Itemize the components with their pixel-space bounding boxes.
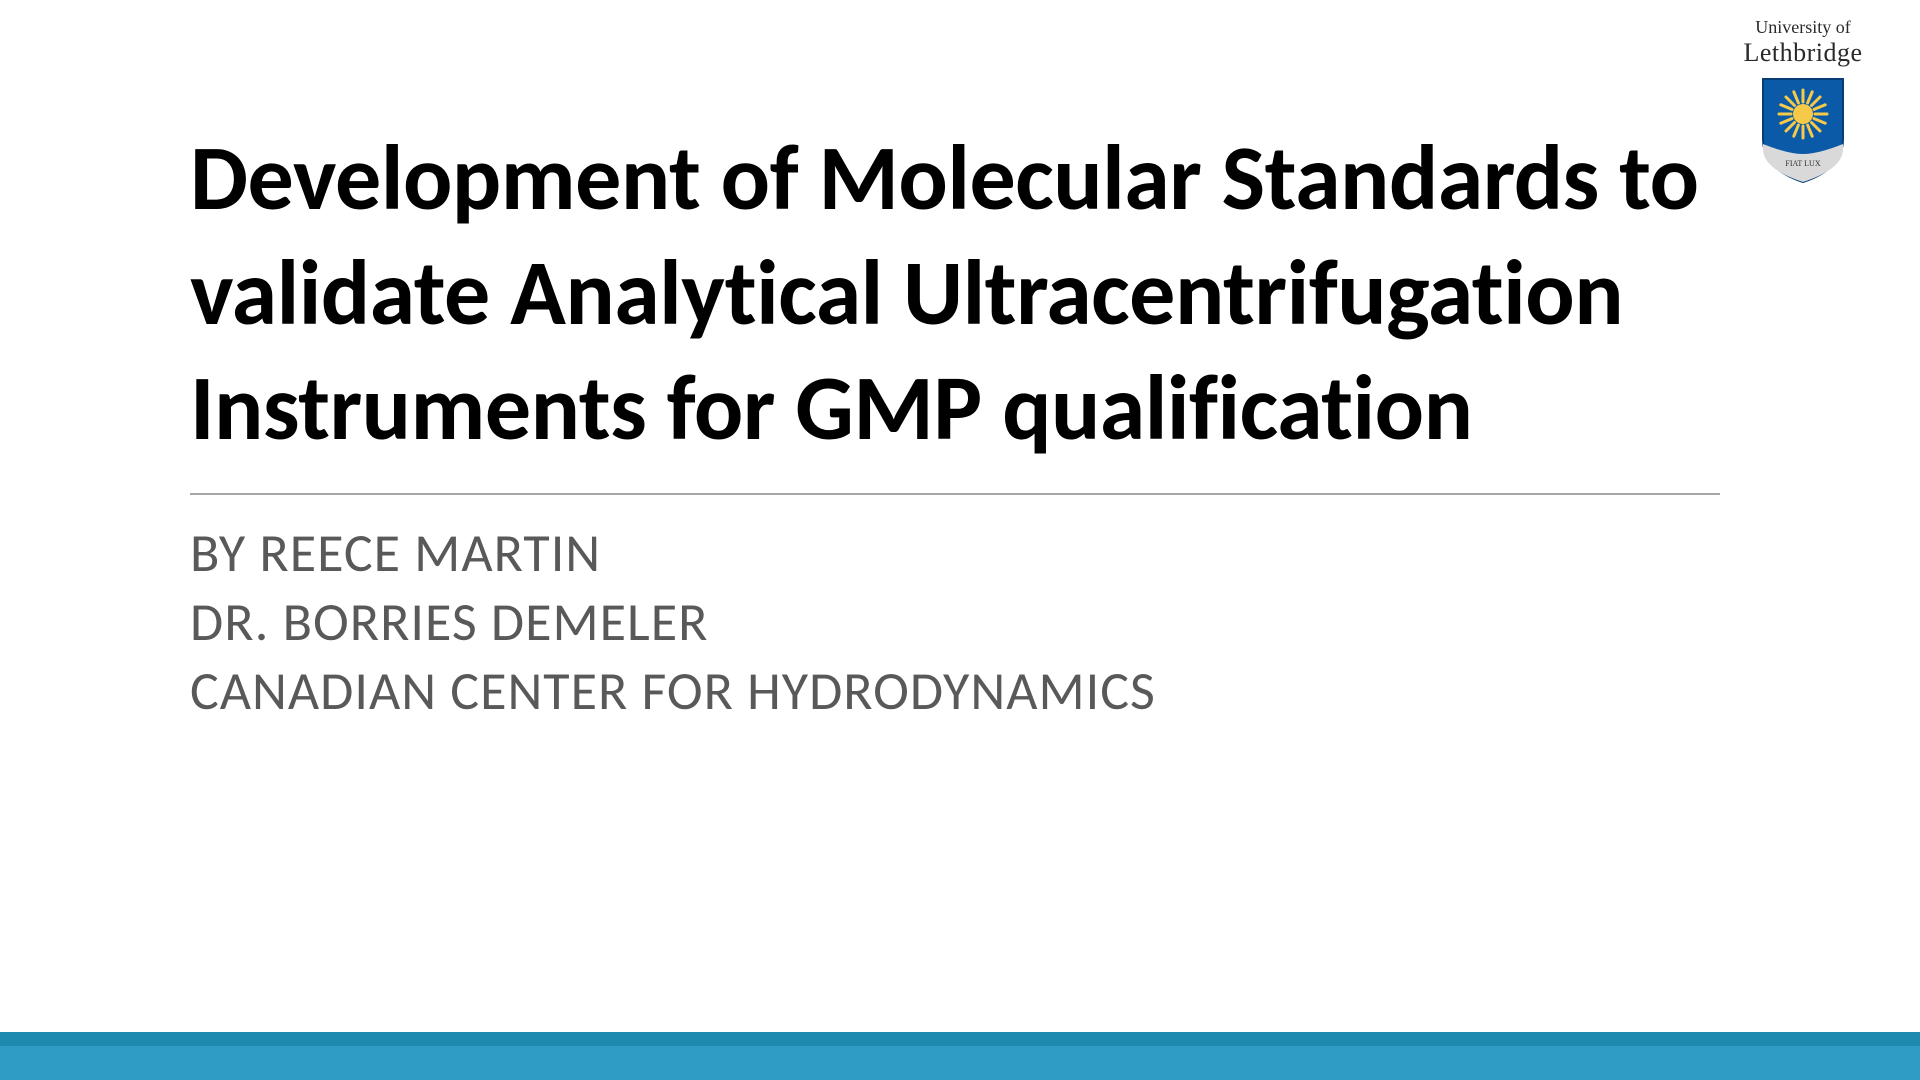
slide-title: Development of Molecular Standards to va…	[190, 120, 1720, 465]
accent-stripe-2	[0, 1046, 1920, 1080]
logo-text-line1: University of	[1718, 18, 1888, 38]
logo-motto: FIAT LUX	[1785, 159, 1820, 168]
shield-icon: FIAT LUX	[1758, 74, 1848, 184]
logo-text-line2: Lethbridge	[1718, 38, 1888, 68]
bottom-accent-bar	[0, 1032, 1920, 1080]
accent-stripe-1	[0, 1032, 1920, 1046]
university-logo: University of Lethbridge	[1718, 18, 1888, 189]
slide-container: University of Lethbridge	[0, 0, 1920, 1080]
author-line-2: DR. BORRIES DEMELER	[190, 588, 1730, 657]
title-divider	[190, 493, 1720, 495]
author-line-1: BY REECE MARTIN	[190, 519, 1730, 588]
author-line-3: CANADIAN CENTER FOR HYDRODYNAMICS	[190, 657, 1730, 726]
